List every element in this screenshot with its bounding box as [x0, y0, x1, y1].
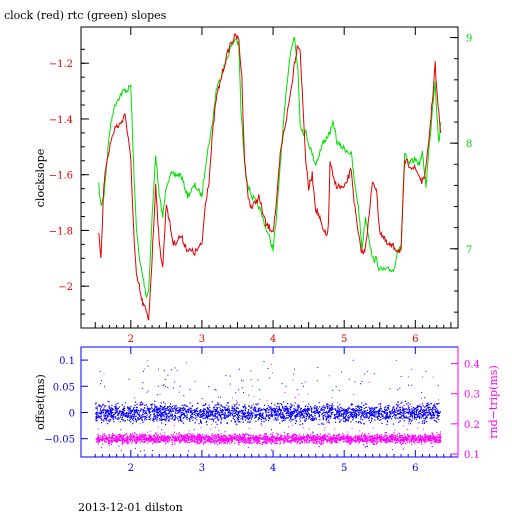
top-y-tick-label: −2 [58, 282, 73, 293]
bottom-y2-tick-label: 0.3 [464, 390, 480, 401]
top-y-tick-label: −1.4 [49, 115, 73, 126]
bottom-y-tick-label: 0.05 [53, 382, 75, 393]
offset-scatter-band [95, 400, 441, 426]
bottom-ylabel: offset(ms) [34, 374, 47, 430]
top-y2-tick-label: 9 [466, 34, 472, 45]
bottom-y2label: rnd−trip(ms) [487, 365, 500, 439]
bottom-y-tick-label: 0.1 [59, 356, 75, 367]
top-y-tick-label: −1.2 [49, 59, 73, 70]
top-x-tick-label: 5 [341, 334, 347, 345]
bottom-y2-tick-label: 0.4 [464, 360, 480, 371]
bottom-x-tick-label: 5 [341, 463, 347, 474]
top-x-tick-label: 4 [270, 334, 276, 345]
top-chart: 2 3 4 5 6 −2 −1.8 −1.6 −1.4 −1.2 7 8 9 clockslope [34, 26, 472, 345]
offset-scatter-outliers [99, 359, 439, 452]
top-ylabel: clockslope [34, 149, 47, 207]
bottom-chart: 2 3 4 5 6 −0.05 0 0.05 0.1 0.1 0.2 0.3 0.4 offset(ms… [34, 346, 500, 474]
top-y2-tick-label: 7 [466, 245, 472, 256]
top-x-tick-label: 2 [128, 334, 134, 345]
top-plot-frame [80, 26, 459, 329]
chart-title: clock (red) rtc (green) slopes [4, 9, 167, 22]
top-y-tick-label: −1.8 [49, 226, 73, 237]
bottom-x-tick-label: 2 [128, 463, 134, 474]
bottom-y2-tick-label: 0.2 [464, 420, 480, 431]
rtc-series-line [98, 36, 442, 299]
rnd-trip-scatter-points [95, 360, 442, 446]
offset-scatter-points [95, 359, 441, 452]
rnd-trip-scatter-outliers [97, 360, 442, 434]
bottom-x-tick-label: 4 [270, 463, 276, 474]
rnd-trip-scatter-band [95, 431, 442, 446]
top-x-tick-label: 6 [412, 334, 418, 345]
footer-label: 2013-12-01 dilston [78, 501, 183, 512]
bottom-x-tick-label: 3 [199, 463, 205, 474]
clock-series-line [98, 33, 442, 321]
bottom-y-tick-label: −0.05 [44, 435, 75, 446]
top-x-tick-label: 3 [199, 334, 205, 345]
top-y-tick-label: −1.6 [49, 171, 73, 182]
bottom-x-tick-label: 6 [412, 463, 418, 474]
bottom-y2-tick-label: 0.1 [464, 450, 480, 461]
top-y2-tick-label: 8 [466, 139, 472, 150]
bottom-y-tick-label: 0 [69, 408, 75, 419]
